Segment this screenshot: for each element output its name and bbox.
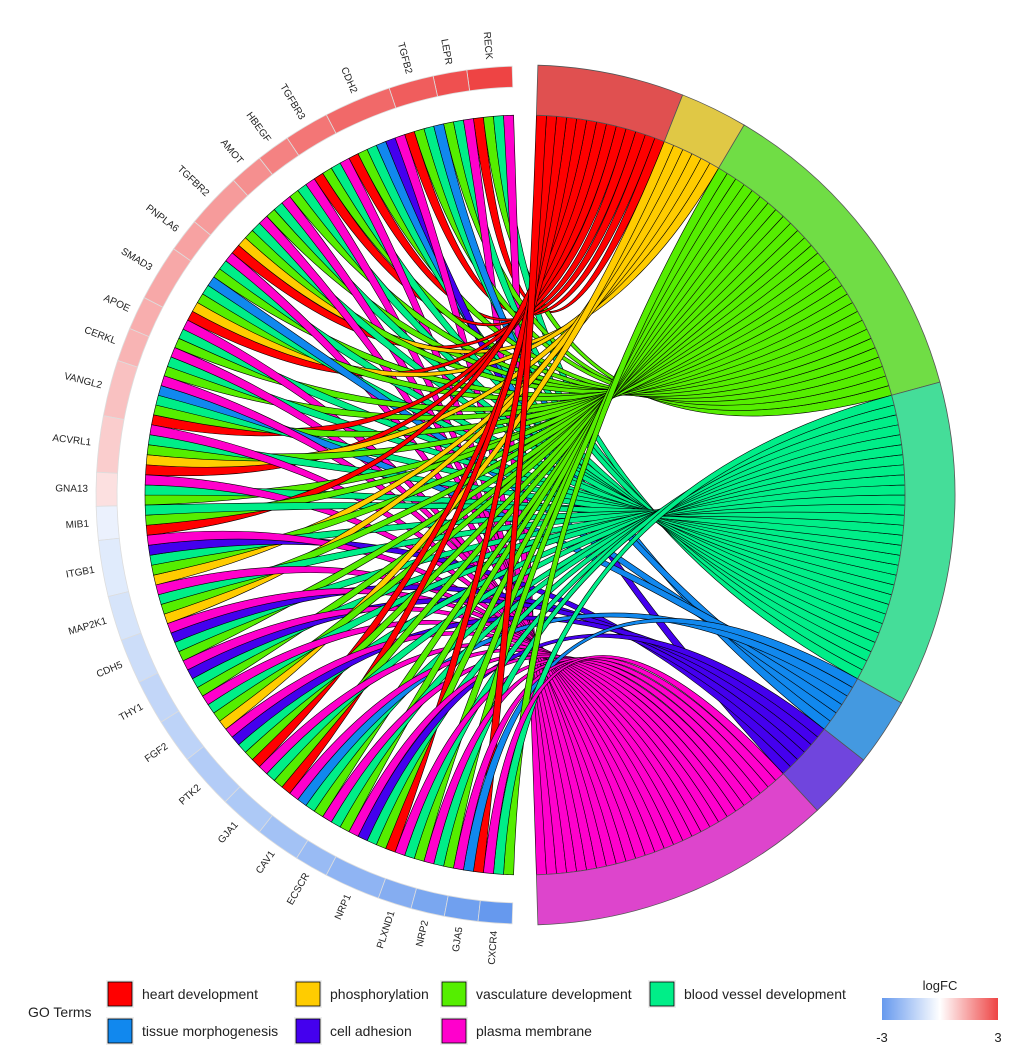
gene-label-tgfbr2: TGFBR2 [175,164,212,199]
gene-label-cav1: CAV1 [254,849,278,876]
term-arc-plasma-membrane [535,773,818,926]
scale-max-label: 3 [994,1030,1001,1045]
gene-label-tgfbr3: TGFBR3 [277,82,307,122]
legend-label-tissue-morphogenesis: tissue morphogenesis [142,1023,278,1039]
gene-arc-thy1 [138,672,180,723]
gene-label-hbegf: HBEGF [244,110,273,144]
gene-label-ecscr: ECSCR [285,871,312,907]
gene-arc-nrp1 [325,856,387,899]
gene-arcs-layer [95,65,514,925]
gene-label-apoe: APOE [102,293,132,315]
gene-label-smad3: SMAD3 [119,246,155,273]
gene-label-lepr: LEPR [438,38,453,66]
gene-arc-amot [232,157,273,197]
legend-swatch-tissue-morphogenesis [107,1018,133,1044]
gene-label-ptk2: PTK2 [177,782,203,807]
gene-label-amot: AMOT [218,137,245,166]
gene-label-cxcr4: CXCR4 [487,930,500,965]
gene-arc-pnpla6 [173,221,212,262]
gene-label-gna13: GNA13 [55,483,88,494]
gene-arc-cerkl [117,328,150,368]
gene-arc-mib1 [95,505,120,541]
gene-label-plxnd1: PLXND1 [375,909,397,950]
gene-arc-plxnd1 [377,877,418,910]
legend-label-vasculature-development: vasculature development [476,986,632,1002]
legend-swatch-blood-vessel-development [649,981,675,1007]
gene-arc-cav1 [258,814,309,859]
gene-arc-reck [466,65,514,92]
ribbons-layer [144,114,906,876]
gene-label-gja5: GJA5 [451,926,466,953]
gene-label-tgfb2: TGFB2 [395,41,414,75]
legend-label-phosphorylation: phosphorylation [330,986,429,1002]
gene-arc-ecscr [296,839,337,876]
scale-bar [882,998,998,1020]
gene-arc-tgfb2 [388,75,439,109]
gene-arc-nrp2 [410,887,449,917]
legend-swatch-plasma-membrane [441,1018,467,1044]
gene-label-thy1: THY1 [118,701,146,723]
legend-label-cell-adhesion: cell adhesion [330,1023,412,1039]
gene-arc-smad3 [143,248,192,308]
scale-min-label: -3 [876,1030,888,1045]
legend-swatch-phosphorylation [295,981,321,1007]
gene-arc-hbegf [258,137,300,176]
gene-arc-tgfbr3 [286,114,337,157]
legend-swatch-vasculature-development [441,981,467,1007]
scale-title: logFC [923,978,958,993]
gene-label-cdh5: CDH5 [95,659,125,680]
gene-arc-lepr [432,69,471,97]
gene-label-nrp1: NRP1 [333,892,354,921]
legend-swatch-cell-adhesion [295,1018,321,1044]
gene-arc-ptk2 [186,745,241,803]
gene-label-cdh2: CDH2 [338,66,359,96]
legend-swatch-heart-development [107,981,133,1007]
gene-label-nrp2: NRP2 [414,919,431,948]
gene-label-pnpla6: PNPLA6 [143,203,181,235]
gene-label-fgf2: FGF2 [143,741,171,765]
gene-arc-fgf2 [160,710,205,760]
gene-label-gja1: GJA1 [216,819,241,845]
gene-arc-itgb1 [97,537,130,598]
legend-items: heart development phosphorylation vasculat… [106,980,846,1045]
gene-arc-cdh5 [120,632,159,683]
gene-label-mib1: MIB1 [65,519,89,532]
gene-label-cerkl: CERKL [83,325,118,347]
gene-label-reck: RECK [481,31,494,60]
gene-label-acvrl1: ACVRL1 [52,433,92,449]
gene-arc-cdh2 [325,87,397,134]
go-terms-legend: GO Terms heart development phosphorylatio… [28,980,846,1045]
term-arcs-layer [535,64,956,926]
gene-arc-apoe [129,297,164,338]
gene-arc-vangl2 [102,360,139,421]
gene-label-itgb1: ITGB1 [65,565,96,581]
logfc-color-scale: logFC -3 3 [876,978,1001,1045]
legend-label-blood-vessel-development: blood vessel development [684,986,846,1002]
gene-label-vangl2: VANGL2 [63,371,104,391]
gene-label-map2k1: MAP2K1 [67,616,108,638]
gene-arc-cxcr4 [477,900,514,925]
gene-arc-gja1 [224,786,273,833]
gene-arc-gna13 [95,471,119,507]
gene-arc-gja5 [443,895,481,922]
legend-label-heart-development: heart development [142,986,258,1002]
gene-arc-map2k1 [107,591,142,641]
legend-title: GO Terms [28,1004,92,1020]
gene-arc-acvrl1 [96,415,125,474]
gene-arc-tgfbr2 [193,179,249,236]
legend-label-plasma-membrane: plasma membrane [476,1023,592,1039]
